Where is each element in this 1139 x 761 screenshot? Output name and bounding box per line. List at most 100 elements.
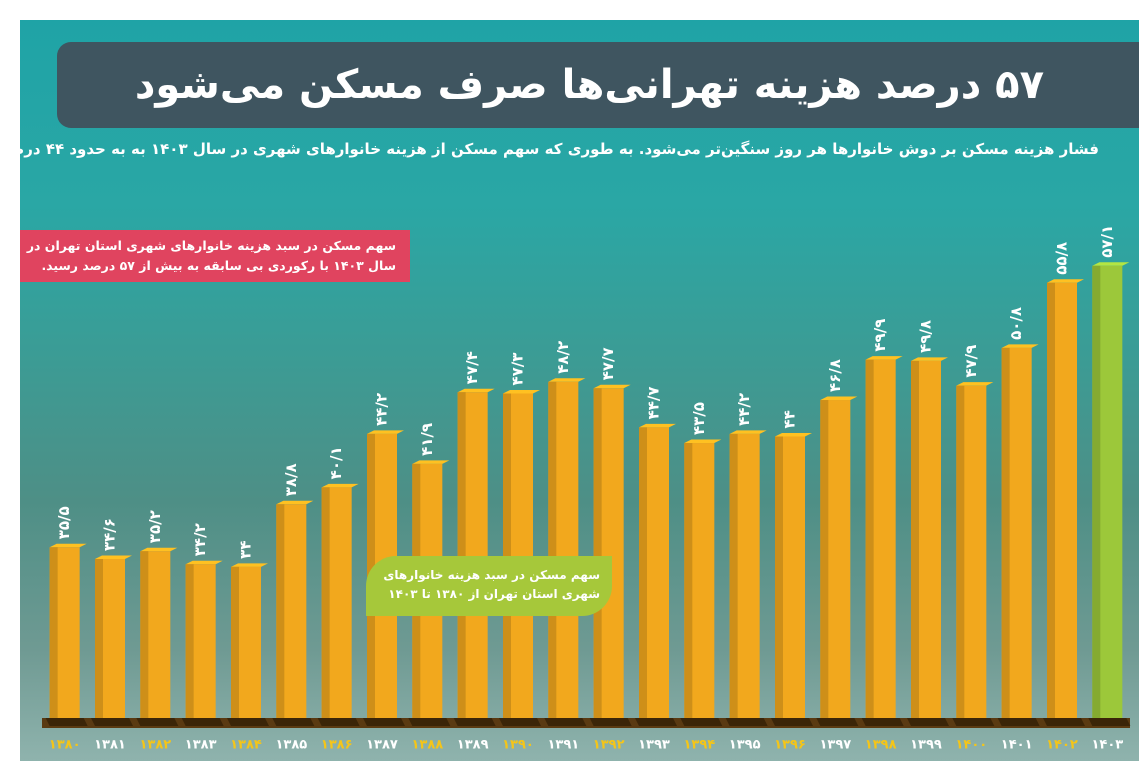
x-tick-label: ۱۳۹۱: [547, 738, 579, 753]
bar-foot: [771, 718, 813, 726]
base-platform: [42, 718, 1130, 728]
bar-foot: [544, 718, 587, 726]
value-label: ۴۶/۸: [826, 359, 844, 392]
value-label: ۴۳/۵: [690, 402, 708, 435]
value-label: ۳۴/۲: [191, 523, 209, 556]
value-label: ۴۷/۷: [599, 347, 617, 380]
x-tick-label: ۱۳۹۷: [819, 738, 851, 753]
bar-side: [1001, 347, 1010, 718]
bar-side: [911, 360, 919, 718]
value-label: ۴۸/۲: [554, 341, 572, 374]
value-label: ۴۰/۱: [327, 446, 345, 479]
bar-side: [775, 436, 783, 718]
bar-foot: [952, 718, 995, 726]
value-label: ۳۴: [237, 541, 255, 559]
bar-top: [1001, 344, 1039, 348]
x-tick-label: ۱۳۸۲: [139, 738, 171, 753]
x-tick-label: ۱۳۹۸: [865, 738, 897, 753]
bar-foot: [816, 718, 859, 726]
bar-top: [412, 460, 450, 464]
value-label: ۴۷/۳: [509, 353, 527, 386]
x-tick-label: ۱۳۸۰: [49, 738, 81, 753]
bar-top: [231, 563, 268, 567]
x-tick-label: ۱۴۰۳: [1091, 738, 1123, 753]
value-label: ۴۴/۷: [645, 386, 663, 419]
value-label: ۴۹/۹: [871, 319, 889, 352]
bar-side: [956, 385, 965, 718]
bar-foot: [408, 718, 451, 726]
x-tick-label: ۱۴۰۱: [1001, 738, 1033, 753]
x-tick-label: ۱۳۸۸: [411, 738, 443, 753]
bar-foot: [272, 718, 315, 726]
value-label: ۵۵/۸: [1053, 242, 1071, 275]
bar-top: [367, 430, 404, 434]
bar-top: [684, 439, 722, 444]
bar-top: [185, 560, 223, 565]
value-label: ۴۹/۸: [917, 320, 935, 353]
bar-side: [503, 393, 511, 718]
value-label: ۳۵/۲: [146, 510, 164, 543]
x-tick-label: ۱۴۰۰: [955, 738, 987, 753]
value-label: ۴۴/۲: [373, 393, 391, 426]
title-bar: [57, 42, 1139, 128]
bar-side: [684, 443, 693, 718]
bar-top: [775, 433, 812, 437]
value-label: ۴۴: [781, 410, 799, 428]
bar-side: [729, 433, 738, 718]
bar-foot: [227, 718, 269, 726]
value-label: ۵۰/۸: [1007, 307, 1025, 340]
x-tick-label: ۱۳۹۰: [502, 738, 534, 753]
bar-top: [639, 423, 676, 428]
x-tick-label: ۱۳۸۹: [457, 738, 489, 753]
x-tick-label: ۱۴۰۲: [1046, 738, 1078, 753]
bar-top: [865, 356, 903, 360]
value-label: ۳۵/۵: [55, 506, 73, 539]
value-label: ۴۷/۴: [463, 351, 481, 384]
bar-top: [1047, 279, 1084, 283]
bar-top: [457, 388, 495, 393]
bar-side: [140, 551, 149, 718]
value-label: ۴۱/۹: [418, 423, 436, 456]
bar-side: [95, 559, 103, 718]
bar-top: [593, 384, 631, 389]
x-tick-label: ۱۳۸۱: [94, 738, 126, 753]
annotation-record: سهم مسکن در سبد هزینه خانوارهای شهری است…: [20, 230, 410, 282]
bar-side: [231, 566, 239, 718]
x-tick-label: ۱۳۹۵: [729, 738, 761, 753]
value-label: ۴۷/۹: [962, 345, 980, 378]
bar-top: [276, 500, 314, 505]
bar-top: [321, 483, 359, 488]
chart-title: ۵۷ درصد هزینه تهرانی‌ها صرف مسکن می‌شود: [134, 62, 1044, 108]
annotation-series: سهم مسکن در سبد هزینه خانوارهای شهری است…: [366, 556, 612, 616]
bar-foot: [635, 718, 677, 726]
bar-foot: [45, 718, 88, 726]
bar-foot: [91, 718, 133, 726]
bar-foot: [589, 718, 632, 726]
bar-side: [1047, 282, 1055, 718]
x-tick-label: ۱۳۸۷: [366, 738, 398, 753]
bar-foot: [725, 718, 768, 726]
bar-top: [820, 396, 858, 401]
value-label: ۵۷/۱: [1098, 225, 1116, 258]
bar-side: [185, 564, 194, 718]
bar-side: [820, 400, 829, 718]
bar-top: [729, 430, 767, 434]
value-label: ۴۴/۲: [735, 393, 753, 426]
bar-side: [49, 547, 58, 718]
x-tick-label: ۱۳۹۳: [638, 738, 670, 753]
bar-side: [457, 392, 466, 718]
bar-foot: [997, 718, 1040, 726]
bar-foot: [1043, 718, 1085, 726]
value-label: ۳۴/۶: [101, 518, 119, 551]
bar-foot: [680, 718, 723, 726]
chart-subtitle: فشار هزینه مسکن بر دوش خانوارها هر روز س…: [0, 140, 1099, 158]
bar-top: [503, 390, 540, 394]
x-tick-label: ۱۳۸۶: [321, 738, 353, 753]
bar-side: [865, 359, 874, 718]
bar-side: [276, 504, 285, 718]
x-tick-label: ۱۳۸۵: [275, 738, 307, 753]
bar-foot: [136, 718, 179, 726]
